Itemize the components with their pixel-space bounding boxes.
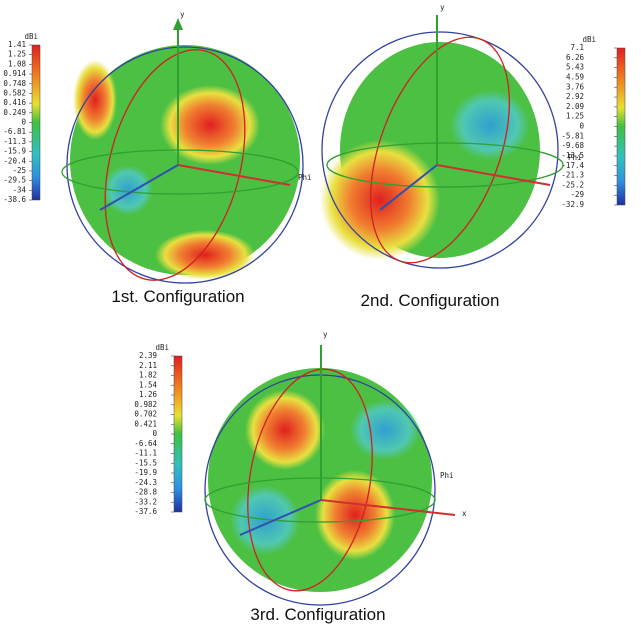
colorbar-label: -17.4	[561, 161, 584, 170]
pattern-2	[320, 15, 563, 281]
colorbar-label: 1.25	[566, 112, 584, 121]
colorbar	[617, 48, 625, 205]
axis-label: Phi	[568, 153, 582, 162]
axis-label: Phi	[440, 471, 454, 480]
axis-label: Phi	[298, 173, 312, 182]
colorbar-label: 0	[579, 122, 584, 131]
colorbar-label: -29.5	[3, 176, 26, 185]
colorbar-unit: dBi	[582, 35, 596, 44]
axis-label: x	[462, 509, 467, 518]
colorbar-label: -33.2	[134, 497, 157, 506]
pattern-1	[62, 18, 303, 296]
colorbar-label: 1.82	[139, 371, 157, 380]
colorbar-label: 6.26	[566, 53, 585, 62]
caption: 3rd. Configuration	[250, 605, 385, 624]
colorbar-label: 2.92	[566, 92, 584, 101]
colorbar-label: 0.416	[3, 98, 26, 107]
colorbar-label: -21.3	[561, 171, 584, 180]
colorbar-label: -28.8	[134, 488, 157, 497]
pattern-3	[205, 345, 455, 605]
colorbar-label: 1.26	[139, 390, 158, 399]
colorbar-label: -25	[12, 166, 26, 175]
colorbar-label: 2.11	[139, 361, 157, 370]
colorbar-label: -5.81	[561, 131, 584, 140]
colorbar-label: -34	[12, 185, 26, 194]
colorbar-label: -6.64	[134, 439, 157, 448]
colorbar-label: -15.9	[3, 147, 26, 156]
colorbar-label: -11.3	[3, 137, 26, 146]
colorbar-label: 4.59	[566, 72, 584, 81]
colorbar-label: 0.702	[134, 410, 157, 419]
colorbar-label: 0.582	[3, 88, 26, 97]
caption: 1st. Configuration	[111, 287, 244, 306]
colorbar-label: -25.2	[561, 180, 584, 189]
colorbar-label: 1.41	[8, 40, 26, 49]
colorbar-label: -24.3	[134, 478, 157, 487]
colorbar-label: 2.09	[566, 102, 584, 111]
colorbar-label: 7.1	[570, 43, 584, 52]
colorbar-label: 0.421	[134, 419, 157, 428]
colorbar-label: -38.6	[3, 195, 26, 204]
colorbar-unit: dBi	[155, 343, 169, 352]
colorbar-label: -37.6	[134, 507, 157, 516]
colorbar-label: 0.748	[3, 79, 26, 88]
colorbar-label: -15.5	[134, 458, 157, 467]
colorbar-label: 5.43	[566, 63, 584, 72]
colorbar	[32, 45, 40, 200]
colorbar-label: -19.9	[134, 468, 157, 477]
colorbar-label: -11.1	[134, 449, 157, 458]
axis-label: y	[440, 3, 445, 12]
colorbar-label: 0.982	[134, 400, 157, 409]
colorbar-label: 1.54	[139, 380, 158, 389]
colorbar-label: 1.25	[8, 50, 26, 59]
axis-label: y	[323, 330, 328, 339]
colorbar-label: -32.9	[561, 200, 584, 209]
colorbar-unit: dBi	[24, 32, 38, 41]
colorbar-label: -6.81	[3, 127, 26, 136]
colorbar-label: -29	[570, 190, 584, 199]
colorbar-label: 3.76	[566, 82, 585, 91]
colorbar-label: 2.39	[139, 351, 157, 360]
colorbar-label: 1.08	[8, 59, 27, 68]
colorbar-label: -9.68	[561, 141, 584, 150]
colorbar-label: 0	[152, 429, 157, 438]
figure: dBi1.411.251.080.9140.7480.5820.4160.249…	[0, 0, 641, 628]
colorbar-label: 0	[21, 118, 26, 127]
axis-label: y	[180, 10, 185, 19]
colorbar	[174, 356, 182, 512]
caption: 2nd. Configuration	[361, 291, 500, 310]
colorbar-label: 0.249	[3, 108, 26, 117]
colorbar-label: 0.914	[3, 69, 26, 78]
colorbar-label: -20.4	[3, 156, 26, 165]
